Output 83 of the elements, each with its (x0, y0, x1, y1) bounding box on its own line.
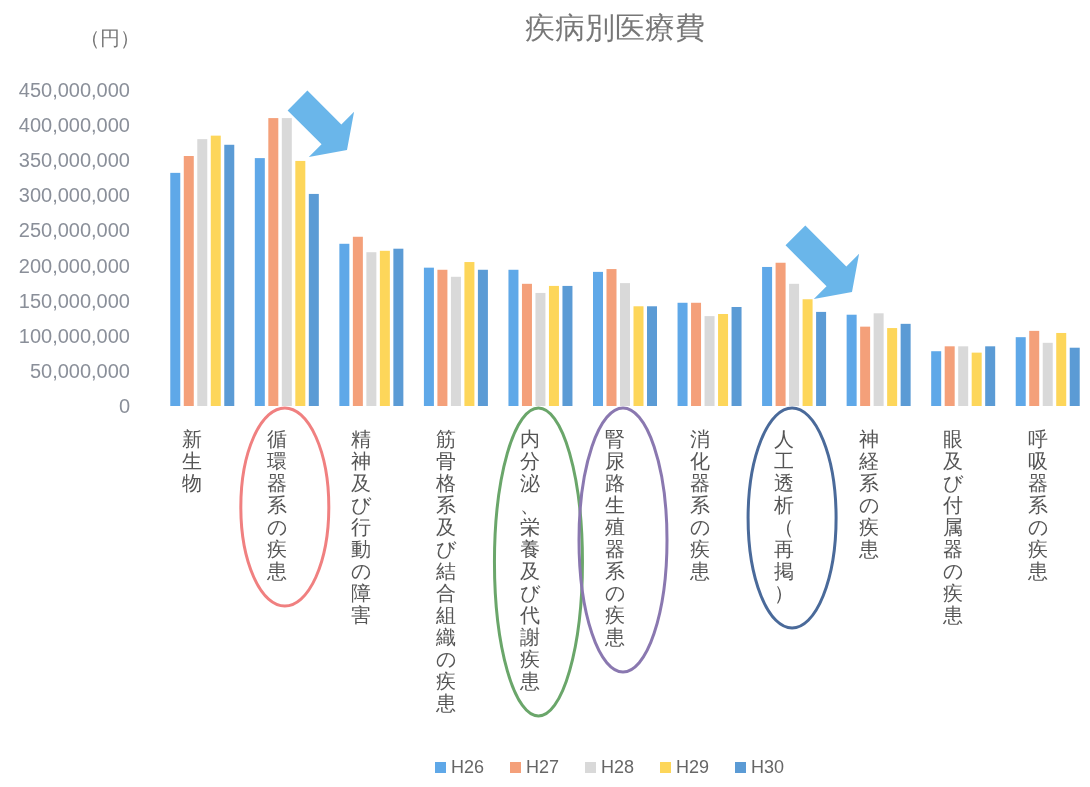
bar (762, 266, 773, 406)
chart-title: 疾病別医療費 (525, 11, 705, 44)
bar (339, 243, 350, 406)
x-tick-label: 内分泌、栄養及び代謝疾患 (520, 428, 541, 692)
bar (535, 292, 546, 406)
y-tick-label: 250,000,000 (18, 219, 130, 242)
y-tick-label: 150,000,000 (18, 289, 130, 312)
bar (379, 250, 390, 406)
bar (210, 135, 221, 406)
bar (789, 283, 800, 406)
x-tick-label: 精神及び行動の障害 (351, 428, 372, 626)
bar (477, 269, 488, 406)
bar (393, 248, 404, 406)
bar (308, 193, 319, 406)
bar (352, 236, 363, 406)
x-tick-label: 消化器系の疾患 (689, 428, 710, 582)
bar (944, 346, 955, 406)
legend-label: H29 (676, 757, 710, 777)
bar (860, 326, 871, 406)
bar (816, 311, 827, 406)
bar (521, 283, 532, 406)
bar (704, 316, 715, 406)
legend-label: H26 (451, 757, 485, 777)
y-tick-label: 300,000,000 (18, 184, 130, 207)
bar (1069, 347, 1080, 406)
bar (1056, 332, 1067, 406)
bar (1042, 342, 1053, 406)
bar (254, 158, 265, 406)
y-axis-title: （円） (80, 27, 140, 49)
y-tick-label: 100,000,000 (18, 324, 130, 347)
bar (802, 299, 813, 406)
bar (846, 314, 857, 406)
bar (887, 328, 898, 406)
bar (548, 285, 559, 406)
y-tick-label: 450,000,000 (18, 79, 130, 101)
bar (366, 252, 377, 406)
bar (731, 306, 742, 406)
x-tick-label: 新生物 (182, 428, 203, 494)
bar (281, 118, 292, 406)
bar (971, 352, 982, 406)
legend-label: H28 (601, 757, 635, 777)
bar (931, 351, 942, 406)
bar (677, 302, 688, 406)
bar (437, 269, 448, 406)
bar (958, 346, 969, 406)
x-tick-label: 眼及び付属器の疾患 (943, 428, 964, 626)
bar (450, 276, 461, 406)
legend-label: H30 (751, 757, 785, 777)
bar (295, 160, 306, 406)
bar (562, 285, 573, 406)
bar (691, 302, 702, 406)
bar (647, 306, 657, 406)
bar (985, 346, 996, 406)
bar (633, 306, 644, 406)
bar (718, 314, 729, 406)
x-tick-label: 神経系の疾患 (858, 428, 879, 560)
bar (775, 262, 786, 406)
x-tick-label: 人工透析（再掲） (774, 428, 795, 604)
legend-label: H27 (526, 757, 560, 777)
bar (464, 262, 475, 406)
bar (508, 269, 519, 406)
bar (593, 271, 603, 406)
x-tick-label: 呼吸器系の疾患 (1027, 428, 1048, 582)
bar (423, 267, 434, 406)
x-tick-label: 循環器系の疾患 (266, 428, 287, 582)
bar (873, 313, 884, 406)
bar (620, 283, 630, 406)
y-tick-label: 50,000,000 (29, 359, 130, 382)
bar (606, 269, 617, 406)
bar (1015, 337, 1026, 406)
bar (900, 323, 911, 406)
y-tick-label: 400,000,000 (18, 114, 130, 137)
y-tick-label: 350,000,000 (18, 149, 130, 172)
bar (1029, 330, 1040, 406)
bar (197, 139, 208, 406)
bar (268, 118, 279, 406)
x-tick-label: 腎尿路生殖器系の疾患 (605, 428, 625, 648)
bar (170, 172, 181, 406)
y-tick-label: 200,000,000 (18, 254, 130, 277)
x-tick-label: 筋骨格系及び結合組織の疾患 (435, 428, 456, 714)
y-tick-label: 0 (118, 395, 130, 417)
bar (183, 156, 194, 406)
bar (224, 144, 235, 406)
